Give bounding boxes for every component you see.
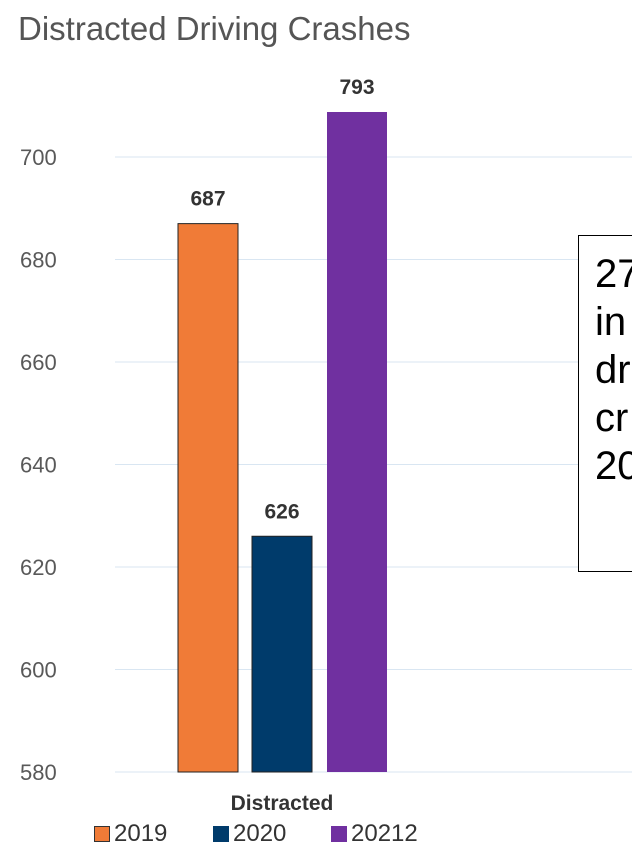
legend-swatch bbox=[331, 826, 347, 842]
legend-item-2019: 2019 bbox=[94, 820, 167, 848]
legend-item-20212: 20212 bbox=[331, 820, 418, 848]
x-axis-categories: Distracted bbox=[231, 792, 334, 815]
y-tick-label: 640 bbox=[20, 453, 57, 478]
data-label: 793 bbox=[339, 76, 374, 99]
legend-swatch bbox=[94, 826, 110, 842]
data-label: 687 bbox=[190, 188, 225, 211]
bars bbox=[177, 112, 387, 773]
legend: 2019 2020 20212 bbox=[0, 820, 632, 854]
bar-2019 bbox=[177, 223, 239, 773]
legend-label: 20212 bbox=[351, 820, 418, 847]
legend-label: 2019 bbox=[114, 820, 168, 847]
y-axis-ticks: 580 600 620 640 660 680 700 bbox=[20, 145, 57, 785]
x-category-label: Distracted bbox=[231, 792, 334, 815]
data-labels: 687 626 793 bbox=[190, 76, 374, 523]
y-tick-label: 700 bbox=[20, 145, 57, 170]
bar-20212 bbox=[327, 112, 387, 772]
legend-item-2020: 2020 bbox=[213, 820, 286, 848]
chart-title: Distracted Driving Crashes bbox=[18, 10, 411, 47]
legend-swatch bbox=[213, 826, 229, 842]
annotation-box: 27 in dr cr 20 bbox=[578, 235, 632, 572]
y-tick-label: 620 bbox=[20, 555, 57, 580]
annotation-text: 27 in dr cr 20 bbox=[595, 252, 632, 488]
legend-label: 2020 bbox=[233, 820, 287, 847]
y-tick-label: 660 bbox=[20, 350, 57, 375]
bar-2020 bbox=[251, 535, 313, 773]
y-tick-label: 580 bbox=[20, 760, 57, 785]
y-tick-label: 680 bbox=[20, 248, 57, 273]
y-tick-label: 600 bbox=[20, 658, 57, 683]
data-label: 626 bbox=[264, 500, 299, 523]
